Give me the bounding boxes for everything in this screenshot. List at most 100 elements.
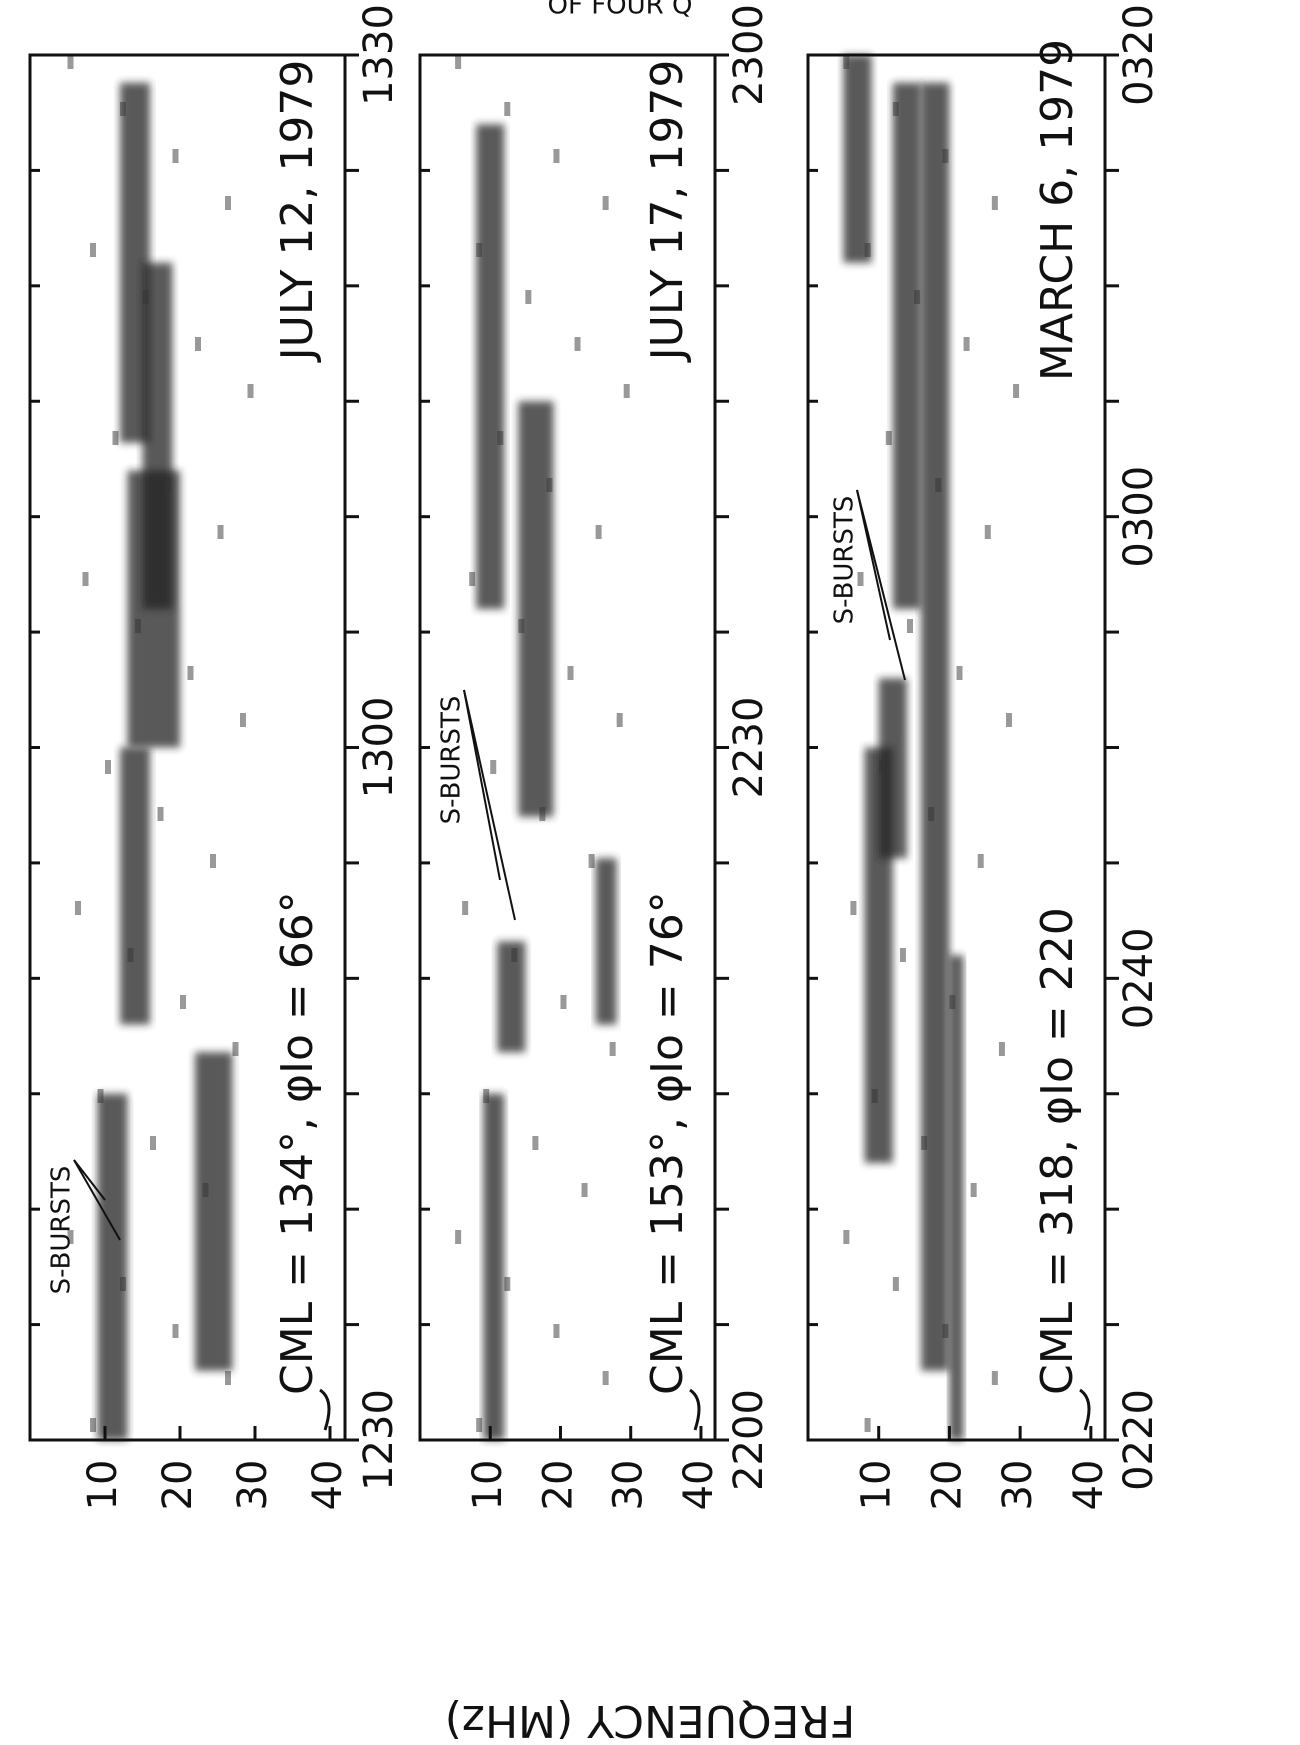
speckle bbox=[914, 290, 920, 304]
speckle bbox=[120, 102, 126, 116]
speckle bbox=[90, 243, 96, 257]
speckle bbox=[518, 619, 524, 633]
speckle bbox=[165, 478, 171, 492]
speckle bbox=[539, 807, 545, 821]
speckle bbox=[225, 1371, 231, 1385]
speckle bbox=[113, 431, 119, 445]
axis-label: FREQUENCY (MHz) bbox=[445, 1695, 856, 1745]
time-tick-label: 1330 bbox=[356, 4, 402, 106]
time-tick-label: 2300 bbox=[726, 4, 772, 106]
speckle bbox=[617, 713, 623, 727]
speckle bbox=[525, 290, 531, 304]
speckle bbox=[596, 525, 602, 539]
spectrum-feature bbox=[143, 263, 173, 609]
speckle bbox=[865, 243, 871, 257]
speckle bbox=[978, 854, 984, 868]
spectrum-feature bbox=[120, 748, 150, 1025]
speckle bbox=[942, 149, 948, 163]
spectrum-feature bbox=[518, 401, 553, 817]
speckle bbox=[546, 478, 552, 492]
speckle bbox=[928, 807, 934, 821]
time-tick-label: 1230 bbox=[356, 1389, 402, 1491]
speckle bbox=[225, 196, 231, 210]
freq-tick-label: 30 bbox=[995, 1460, 1041, 1511]
spectrum-feature bbox=[476, 124, 504, 609]
speckle bbox=[589, 854, 595, 868]
speckle bbox=[504, 102, 510, 116]
speckle bbox=[483, 1089, 489, 1103]
speckle bbox=[68, 55, 74, 69]
speckle bbox=[195, 337, 201, 351]
freq-tick-label: 10 bbox=[465, 1460, 511, 1511]
speckle bbox=[992, 1371, 998, 1385]
burst-label: S-BURSTS bbox=[437, 696, 467, 825]
speckle bbox=[210, 854, 216, 868]
freq-tick-label: 10 bbox=[80, 1460, 126, 1511]
freq-tick-label: 10 bbox=[854, 1460, 900, 1511]
freq-tick-label: 30 bbox=[230, 1460, 276, 1511]
speckle bbox=[900, 948, 906, 962]
speckle bbox=[83, 572, 89, 586]
speckle bbox=[560, 995, 566, 1009]
speckle bbox=[942, 1324, 948, 1338]
date-label: JULY 17, 1979 bbox=[642, 60, 693, 364]
speckle bbox=[90, 1418, 96, 1432]
spectrum-feature bbox=[596, 858, 617, 1024]
speckle bbox=[1013, 384, 1019, 398]
speckle bbox=[497, 431, 503, 445]
speckle bbox=[233, 1042, 239, 1056]
speckle bbox=[865, 1418, 871, 1432]
speckle bbox=[455, 55, 461, 69]
speckle bbox=[511, 948, 517, 962]
freq-tick-label: 20 bbox=[924, 1460, 970, 1511]
speckle bbox=[143, 290, 149, 304]
speckle bbox=[971, 1183, 977, 1197]
time-tick-label: 2230 bbox=[726, 697, 772, 799]
freq-tick-label: 40 bbox=[676, 1460, 722, 1511]
spectrum-feature bbox=[195, 1052, 233, 1371]
time-tick-label: 0300 bbox=[1116, 466, 1162, 568]
time-tick-label: 1300 bbox=[356, 697, 402, 799]
pointer-arrow bbox=[690, 1390, 699, 1430]
speckle bbox=[240, 713, 246, 727]
burst-label: S-BURSTS bbox=[830, 496, 860, 625]
speckle bbox=[879, 760, 885, 774]
speckle bbox=[964, 337, 970, 351]
speckle bbox=[872, 1089, 878, 1103]
speckle bbox=[893, 102, 899, 116]
figure: OF FOUR Q FREQUENCY (MHz) 12301300133010… bbox=[0, 0, 1300, 1745]
annotation: CML = 153°, φIo = 76° bbox=[642, 891, 693, 1395]
speckle bbox=[957, 666, 963, 680]
speckle bbox=[949, 995, 955, 1009]
speckle bbox=[180, 995, 186, 1009]
speckle bbox=[850, 901, 856, 915]
date-label: MARCH 6, 1979 bbox=[1032, 39, 1083, 381]
speckle bbox=[135, 619, 141, 633]
speckle bbox=[985, 525, 991, 539]
freq-tick-label: 30 bbox=[606, 1460, 652, 1511]
speckle bbox=[843, 1230, 849, 1244]
speckle bbox=[455, 1230, 461, 1244]
speckle bbox=[603, 196, 609, 210]
freq-tick-label: 40 bbox=[1066, 1460, 1112, 1511]
spectrum-feature bbox=[893, 83, 921, 609]
speckle bbox=[893, 1277, 899, 1291]
speckle bbox=[553, 1324, 559, 1338]
date-label: JULY 12, 1979 bbox=[272, 60, 323, 364]
pointer-arrow bbox=[1080, 1390, 1089, 1430]
speckle bbox=[992, 196, 998, 210]
speckle bbox=[610, 1042, 616, 1056]
time-tick-label: 2200 bbox=[726, 1389, 772, 1491]
speckle bbox=[203, 1183, 209, 1197]
speckle bbox=[1006, 713, 1012, 727]
speckle bbox=[582, 1183, 588, 1197]
speckle bbox=[843, 55, 849, 69]
speckle bbox=[218, 525, 224, 539]
burst-arrow bbox=[464, 690, 515, 920]
burst-label: S-BURSTS bbox=[47, 1166, 77, 1295]
speckle bbox=[553, 149, 559, 163]
spectrum-feature bbox=[949, 955, 963, 1440]
annotation: CML = 134°, φIo = 66° bbox=[272, 891, 323, 1395]
pointer-arrow bbox=[320, 1390, 329, 1430]
